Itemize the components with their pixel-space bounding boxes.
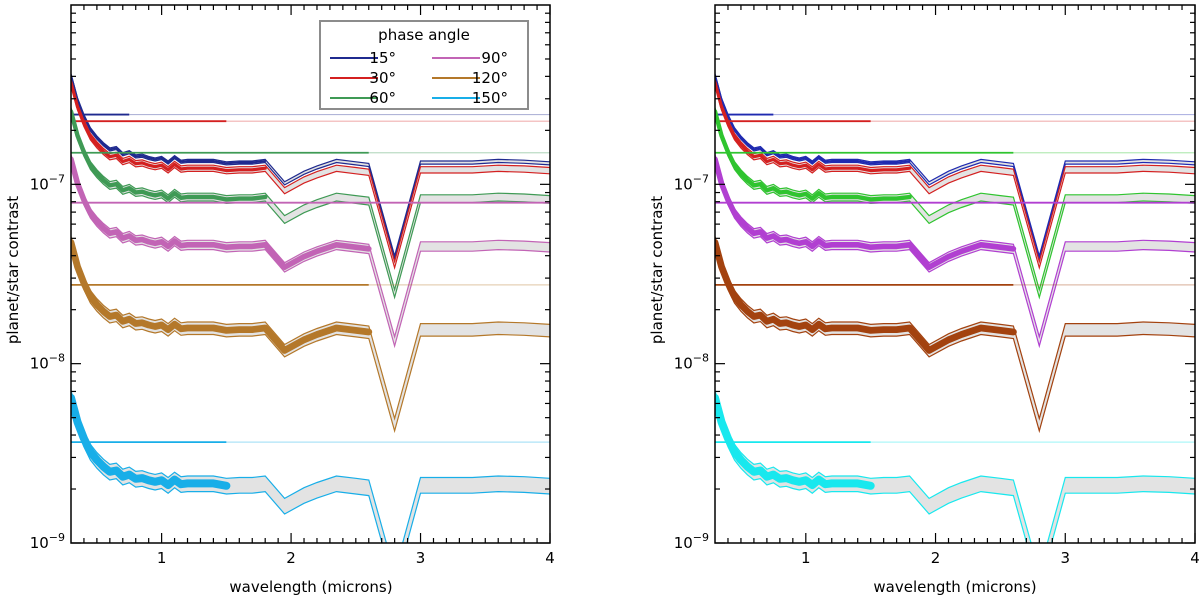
band-lower-edge [71, 85, 550, 271]
legend-entry: 150° [472, 89, 508, 107]
band-upper-edge [71, 73, 550, 259]
spectrum-line [715, 74, 911, 165]
band-lower-edge [71, 163, 550, 349]
spectrum-line [71, 109, 268, 202]
plot-area [715, 73, 1195, 543]
series-left-90deg [71, 154, 550, 349]
x-tick-label: 4 [1190, 549, 1200, 567]
band-upper-edge [715, 107, 1195, 292]
uncertainty-band [715, 154, 1195, 346]
band-lower-edge [715, 85, 1195, 271]
y-tick-label: 10−8 [30, 352, 65, 373]
y-tick-label: 10−9 [674, 531, 709, 552]
spectrum-line [71, 393, 231, 490]
band-lower-edge [71, 76, 550, 262]
series-left-15deg [71, 73, 550, 262]
x-tick-label: 2 [931, 549, 941, 567]
series-right-30deg [715, 79, 1195, 271]
spectrum-line [715, 239, 1017, 354]
y-tick-label: 10−7 [674, 172, 709, 193]
panel-left: 1 2 3 4 10−9 10−8 10−7 [30, 4, 555, 567]
spectrum-line [715, 393, 875, 490]
band-lower-edge [71, 405, 550, 543]
x-axis-label-right: wavelength (microns) [873, 578, 1036, 596]
band-upper-edge [71, 154, 550, 339]
y-tick-label: 10−8 [674, 352, 709, 373]
spectrum-line [715, 156, 1017, 271]
band-lower-edge [715, 115, 1195, 300]
series-left-150deg [71, 390, 550, 543]
band-lower-edge [71, 248, 550, 434]
band-upper-edge [715, 390, 1195, 543]
y-tick-label: 10−9 [30, 531, 65, 552]
legend-entry: 15° [369, 49, 396, 67]
legend-entry: 30° [369, 69, 396, 87]
series-right-15deg [715, 73, 1195, 262]
band-upper-edge [71, 390, 550, 543]
band-lower-edge [715, 405, 1195, 543]
series-right-90deg [715, 154, 1195, 349]
legend-entry: 120° [472, 69, 508, 87]
series-left-30deg [71, 79, 550, 271]
x-axis-label-left: wavelength (microns) [229, 578, 392, 596]
series-right-150deg [715, 390, 1195, 543]
y-tick-label: 10−7 [30, 172, 65, 193]
plot-area [71, 73, 550, 543]
uncertainty-band [715, 390, 1195, 543]
x-tick-label: 2 [286, 549, 296, 567]
band-lower-edge [71, 115, 550, 300]
series-right-120deg [715, 236, 1195, 434]
spectrum-line [715, 80, 912, 173]
spectrum-line [71, 239, 373, 354]
legend: phase angle 15° 30° 60° 90° 120° 150° [319, 20, 529, 110]
uncertainty-band [71, 154, 550, 346]
uncertainty-band [71, 390, 550, 543]
band-upper-edge [71, 236, 550, 421]
panel-right: 1 2 3 4 10−9 10−8 10−7 [674, 4, 1200, 567]
band-lower-edge [715, 76, 1195, 262]
x-tick-label: 1 [157, 549, 167, 567]
spectrum-line [71, 80, 267, 173]
spectrum-line [71, 156, 372, 271]
legend-entry: 60° [369, 89, 396, 107]
spectrum-line [71, 74, 267, 165]
series-left-120deg [71, 236, 550, 434]
plot-frame [714, 4, 1196, 544]
band-upper-edge [715, 154, 1195, 339]
plot-frame [70, 4, 551, 544]
band-upper-edge [715, 236, 1195, 421]
band-lower-edge [715, 248, 1195, 434]
x-tick-label: 1 [801, 549, 811, 567]
x-tick-label: 3 [1060, 549, 1070, 567]
spectrum-line [715, 109, 912, 202]
band-lower-edge [715, 163, 1195, 349]
y-axis-label-right: planet/star contrast [648, 196, 666, 344]
y-axis-label-left: planet/star contrast [4, 196, 22, 344]
x-tick-label: 4 [545, 549, 555, 567]
band-upper-edge [715, 73, 1195, 259]
x-tick-label: 3 [416, 549, 426, 567]
legend-entry: 90° [481, 49, 508, 67]
legend-title: phase angle [378, 26, 470, 44]
legend-box [319, 20, 529, 110]
band-upper-edge [71, 107, 550, 292]
